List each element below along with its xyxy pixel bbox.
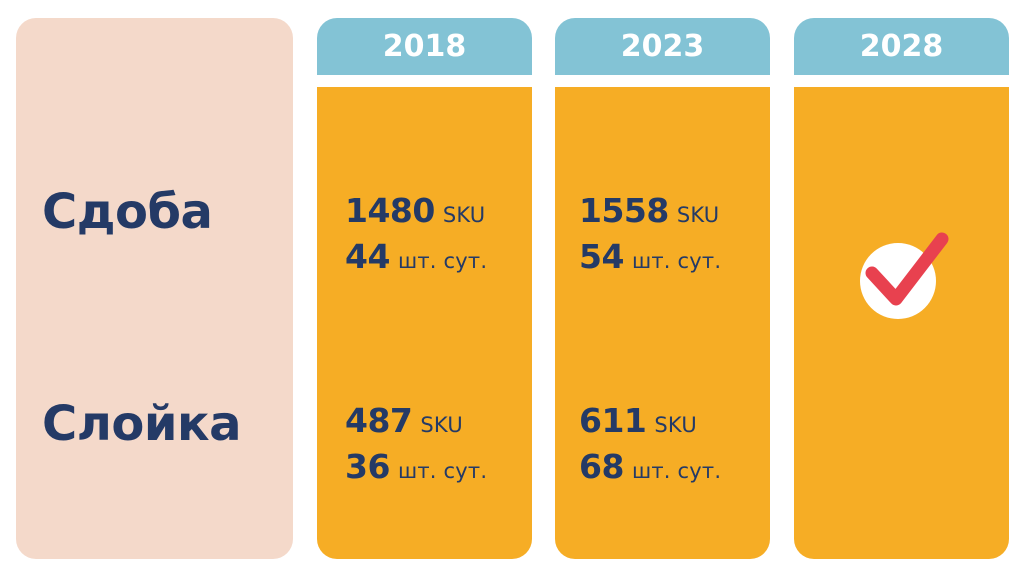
row-label-sloika: Слойка — [42, 396, 241, 452]
column-body-2028 — [794, 87, 1009, 559]
sku-unit: SKU — [676, 203, 720, 227]
column-header-2018: 2018 — [317, 18, 532, 75]
column-header-2028: 2028 — [794, 18, 1009, 75]
sku-value: 487 — [345, 401, 413, 440]
row-labels-panel — [16, 18, 293, 559]
daily-value: 44 — [345, 237, 390, 276]
sku-value: 611 — [579, 401, 647, 440]
daily-unit: шт. сут. — [631, 249, 722, 273]
column-2028: 2028 — [794, 18, 1009, 559]
daily-value: 36 — [345, 447, 390, 486]
checkmark-icon — [860, 232, 949, 319]
cell-2023-sdoba: 1558 SKU 54 шт. сут. — [579, 191, 721, 283]
cell-2018-sdoba: 1480 SKU 44 шт. сут. — [345, 191, 487, 283]
daily-value: 68 — [579, 447, 624, 486]
daily-unit: шт. сут. — [397, 249, 488, 273]
cell-2023-sloika: 611 SKU 68 шт. сут. — [579, 401, 721, 493]
sku-unit: SKU — [442, 203, 486, 227]
column-body-2023: 1558 SKU 54 шт. сут. 611 SKU 68 шт. сут. — [555, 87, 770, 559]
sku-value: 1480 — [345, 191, 435, 230]
sku-unit: SKU — [420, 413, 463, 437]
daily-unit: шт. сут. — [397, 459, 488, 483]
column-2023: 2023 1558 SKU 54 шт. сут. 611 SKU 68 — [555, 18, 770, 559]
daily-value: 54 — [579, 237, 624, 276]
column-body-2018: 1480 SKU 44 шт. сут. 487 SKU 36 шт. сут. — [317, 87, 532, 559]
column-header-2023: 2023 — [555, 18, 770, 75]
cell-2018-sloika: 487 SKU 36 шт. сут. — [345, 401, 487, 493]
sku-unit: SKU — [654, 413, 697, 437]
row-label-sdoba: Сдоба — [42, 184, 213, 240]
daily-unit: шт. сут. — [631, 459, 722, 483]
sku-value: 1558 — [579, 191, 669, 230]
column-2018: 2018 1480 SKU 44 шт. сут. 487 SKU 36 — [317, 18, 532, 559]
